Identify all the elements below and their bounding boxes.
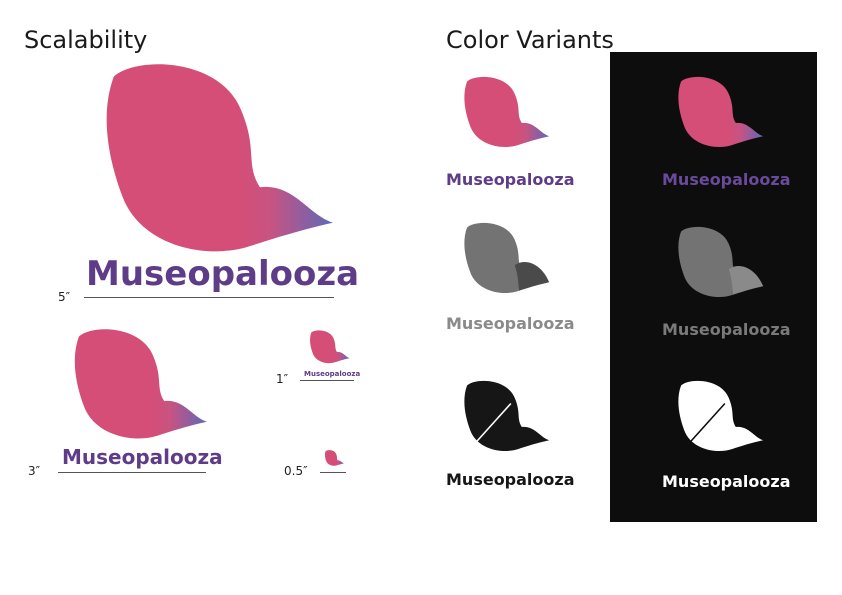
wordmark-1in: Museopalooza xyxy=(304,370,361,378)
logo-color-on-dark xyxy=(664,76,774,166)
size-label-5in: 5″ xyxy=(58,290,71,304)
museopalooza-mark xyxy=(678,76,764,147)
size-label-half-in: 0.5″ xyxy=(284,464,308,478)
logo-5in xyxy=(90,62,340,302)
museopalooza-mark xyxy=(106,64,333,252)
museopalooza-mark xyxy=(678,226,764,297)
wordmark-3in: Museopalooza xyxy=(62,445,223,469)
museopalooza-mark xyxy=(464,76,550,147)
museopalooza-mark xyxy=(324,450,344,466)
underline-5in xyxy=(84,297,334,298)
wordmark-gray-on-dark: Museopalooza xyxy=(662,320,791,339)
museopalooza-mark xyxy=(464,380,550,451)
logo-gray-on-dark xyxy=(664,226,774,316)
wordmark-black: Museopalooza xyxy=(446,470,575,489)
wordmark-color: Museopalooza xyxy=(446,170,575,189)
wordmark-color-on-dark: Museopalooza xyxy=(662,170,791,189)
underline-3in xyxy=(58,472,206,473)
wordmark-5in: Museopalooza xyxy=(86,254,360,294)
logo-white-on-dark xyxy=(664,380,774,470)
size-label-3in: 3″ xyxy=(28,464,41,478)
underline-1in xyxy=(300,380,354,381)
logo-half-in xyxy=(322,450,346,470)
size-label-1in: 1″ xyxy=(276,372,289,386)
logo-3in xyxy=(64,328,212,468)
color-variants-title: Color Variants xyxy=(446,26,614,54)
underline-half-in xyxy=(320,472,346,473)
logo-black-variant xyxy=(450,380,560,470)
museopalooza-mark xyxy=(310,330,350,364)
logo-1in xyxy=(304,330,354,372)
museopalooza-mark xyxy=(678,380,764,451)
wordmark-gray: Museopalooza xyxy=(446,314,575,333)
museopalooza-mark xyxy=(74,329,207,439)
logo-gray-variant xyxy=(450,222,560,312)
scalability-title: Scalability xyxy=(24,26,148,54)
wordmark-white-on-dark: Museopalooza xyxy=(662,472,791,491)
logo-color-variant xyxy=(450,76,560,166)
museopalooza-mark xyxy=(464,222,550,293)
